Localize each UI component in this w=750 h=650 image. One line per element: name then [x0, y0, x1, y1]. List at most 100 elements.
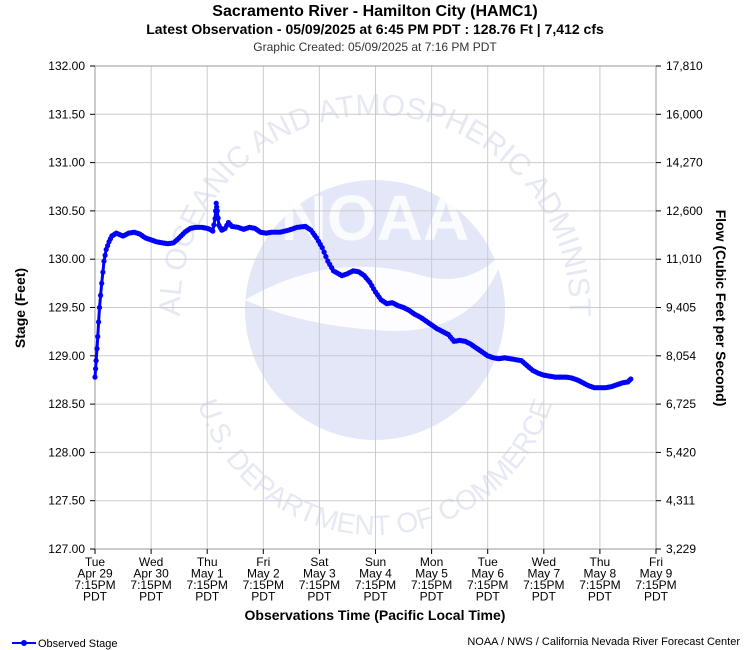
y-tick-label: 128.00: [48, 445, 85, 459]
x-tick-label: PDT: [139, 590, 164, 604]
x-tick-label: Wed: [139, 555, 163, 569]
data-point: [100, 269, 106, 275]
x-tick-label: PDT: [364, 590, 389, 604]
data-point: [101, 258, 107, 264]
y-tick-label: 129.00: [48, 349, 85, 363]
data-point: [214, 204, 220, 210]
x-tick-label: Wed: [532, 555, 556, 569]
x-tick-label: 7:15PM: [467, 578, 508, 592]
x-tick-label: Apr 30: [133, 567, 169, 581]
x-tick-label: 7:15PM: [299, 578, 340, 592]
chart-title: Sacramento River - Hamilton City (HAMC1): [212, 3, 537, 20]
y2-tick-label: 16,000: [666, 107, 703, 121]
x-tick-label: May 8: [584, 567, 617, 581]
x-tick-label: PDT: [588, 590, 613, 604]
y2-tick-label: 14,270: [666, 156, 703, 170]
x-tick-label: Sun: [365, 555, 386, 569]
x-tick-label: 7:15PM: [411, 578, 452, 592]
data-point: [96, 304, 103, 311]
x-tick-label: May 4: [359, 567, 392, 581]
data-point: [93, 366, 99, 372]
x-tick-label: PDT: [644, 590, 669, 604]
x-tick-label: 7:15PM: [187, 578, 228, 592]
data-point: [93, 358, 99, 364]
legend-marker: [21, 640, 27, 646]
noaa-watermark: NOAA NATIONAL OCEANIC AND ATMOSPHERIC AD…: [0, 0, 596, 541]
y2-tick-label: 4,311: [666, 494, 695, 508]
data-point: [323, 254, 329, 260]
data-point: [628, 376, 634, 382]
legend-label: Observed Stage: [38, 638, 118, 650]
y2-tick-label: 9,405: [666, 301, 696, 315]
y-axis-ticks: 132.00 131.50 131.00 130.50 130.00 129.50 129.…: [48, 59, 95, 556]
x-axis-title: Observations Time (Pacific Local Time): [245, 607, 506, 623]
y2-tick-label: 11,010: [666, 252, 702, 266]
data-point: [213, 200, 219, 206]
x-tick-label: 7:15PM: [243, 578, 284, 592]
x-tick-label: PDT: [532, 590, 557, 604]
x-tick-label: May 1: [191, 567, 224, 581]
x-tick-label: 7:15PM: [355, 578, 396, 592]
x-tick-label: PDT: [307, 590, 332, 604]
chart-subtitle: Latest Observation - 05/09/2025 at 6:45 …: [146, 21, 604, 37]
legend: Observed Stage: [12, 638, 118, 650]
y-tick-label: 127.50: [48, 494, 85, 508]
y2-tick-label: 12,600: [666, 204, 703, 218]
y2-tick-label: 17,810: [666, 59, 703, 73]
x-tick-label: May 9: [640, 567, 673, 581]
chart-grid: [94, 65, 657, 550]
data-point: [99, 280, 105, 286]
x-tick-label: May 3: [303, 567, 336, 581]
x-tick-label: May 2: [247, 567, 280, 581]
data-point: [92, 374, 98, 380]
x-tick-label: Thu: [197, 555, 218, 569]
graphic-created-label: Graphic Created: 05/09/2025 at 7:16 PM P…: [253, 40, 497, 54]
x-tick-label: Tue: [478, 555, 499, 569]
x-tick-label: PDT: [195, 590, 220, 604]
x-tick-label: 7:15PM: [579, 578, 620, 592]
data-point: [102, 252, 108, 258]
x-tick-label: PDT: [83, 590, 108, 604]
data-point: [105, 243, 111, 249]
x-tick-label: Apr 29: [77, 567, 113, 581]
y2-tick-label: 5,420: [666, 445, 696, 459]
x-tick-label: PDT: [420, 590, 445, 604]
data-point: [94, 346, 100, 352]
y-tick-label: 127.00: [48, 542, 85, 556]
data-point: [95, 333, 101, 340]
y-tick-label: 131.50: [48, 107, 85, 121]
y-tick-label: 128.50: [48, 397, 85, 411]
data-point: [215, 215, 221, 221]
x-tick-label: May 5: [415, 567, 448, 581]
x-tick-label: May 6: [471, 567, 504, 581]
x-tick-label: Sat: [310, 555, 329, 569]
x-tick-label: PDT: [251, 590, 276, 604]
y2-tick-label: 6,725: [666, 397, 696, 411]
x-tick-label: PDT: [476, 590, 501, 604]
x-tick-label: 7:15PM: [74, 578, 115, 592]
y-tick-label: 129.50: [48, 301, 85, 315]
x-tick-label: Fri: [256, 555, 270, 569]
y-tick-label: 131.00: [48, 156, 85, 170]
x-tick-label: 7:15PM: [523, 578, 564, 592]
data-point: [210, 228, 216, 234]
y-tick-label: 132.00: [48, 59, 85, 73]
x-tick-label: 7:15PM: [635, 578, 676, 592]
y2-axis-title: Flow (Cubic Feet per Second): [713, 210, 729, 407]
footer-credit: NOAA / NWS / California Nevada River For…: [467, 636, 740, 648]
y-tick-label: 130.00: [48, 252, 85, 266]
data-point: [214, 208, 220, 214]
data-point: [98, 292, 104, 298]
data-point: [321, 249, 327, 255]
y-axis-title: Stage (Feet): [12, 268, 28, 348]
y2-axis-ticks: 17,810 16,000 14,270 12,600 11,010 9,405 8,054…: [656, 59, 703, 556]
y2-tick-label: 3,229: [666, 542, 696, 556]
x-tick-label: Tue: [85, 555, 106, 569]
x-tick-label: Fri: [649, 555, 663, 569]
y2-tick-label: 8,054: [666, 349, 696, 363]
data-point: [319, 245, 325, 251]
data-point: [211, 222, 217, 228]
data-point: [96, 319, 102, 325]
